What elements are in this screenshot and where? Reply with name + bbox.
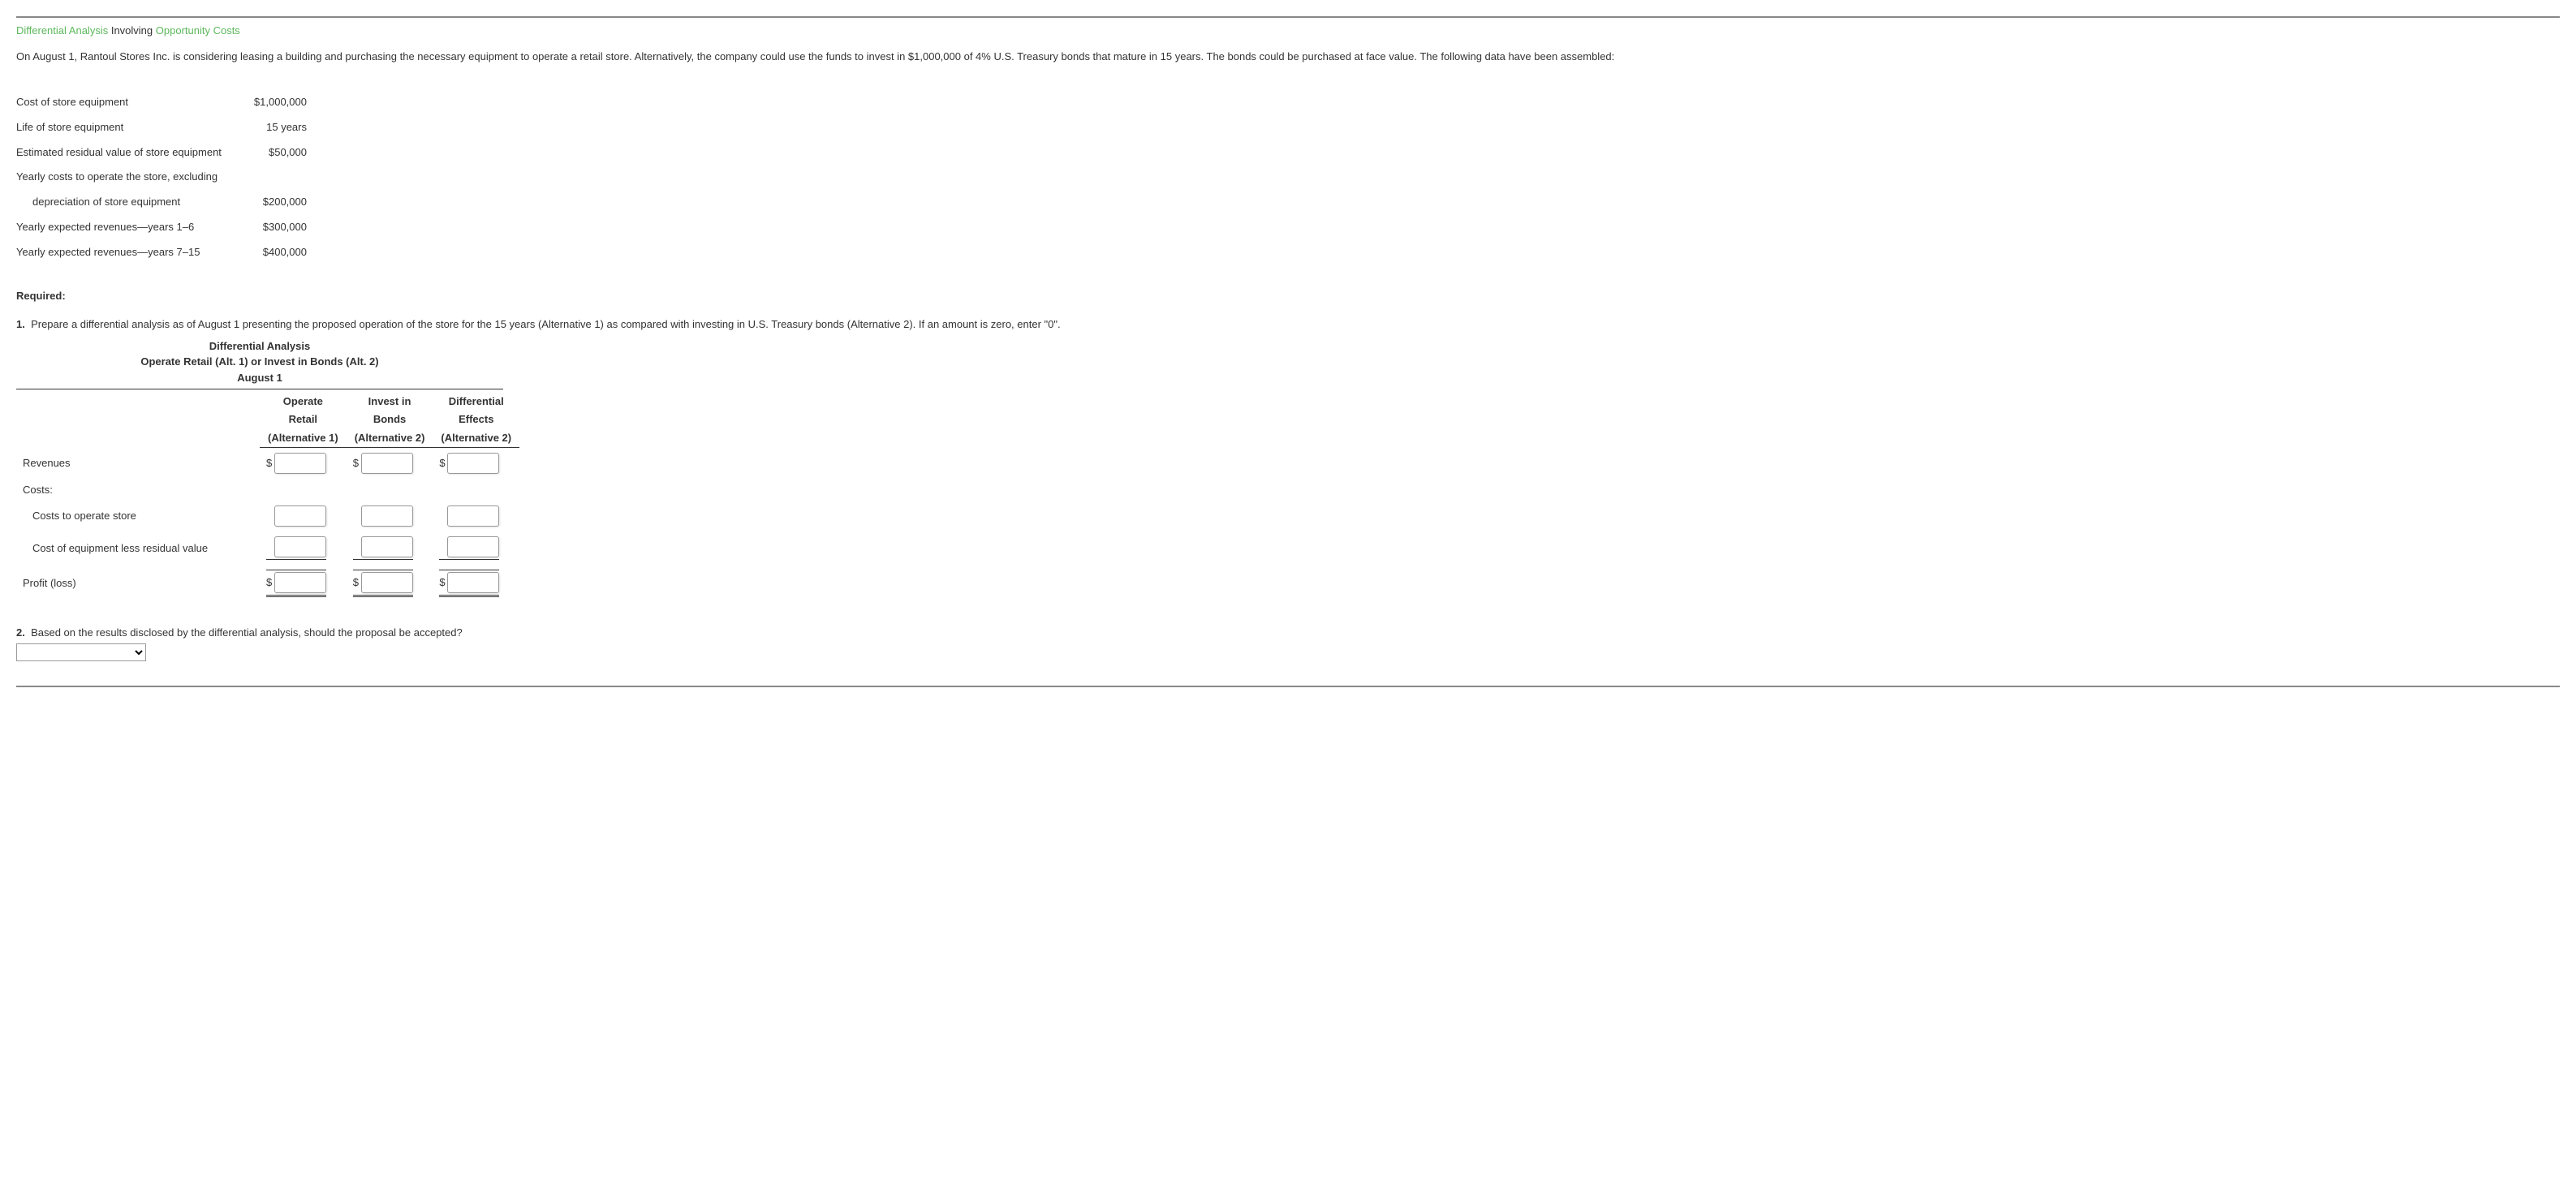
- data-label: depreciation of store equipment: [16, 190, 230, 215]
- revenues-alt1-input[interactable]: [274, 453, 326, 474]
- dollar-sign: $: [439, 457, 447, 469]
- question-1: 1. Prepare a differential analysis as of…: [16, 318, 2560, 330]
- costs-header-row: Costs:: [16, 479, 519, 501]
- given-data-table: Cost of store equipment$1,000,000 Life o…: [16, 90, 315, 265]
- content-area: Differential Analysis Involving Opportun…: [16, 16, 2560, 661]
- cost-equip-diff-input[interactable]: [447, 536, 499, 557]
- q2-answer-select[interactable]: [16, 643, 146, 661]
- title-line3: August 1: [237, 372, 282, 384]
- row-label: Costs:: [16, 479, 260, 501]
- intro-paragraph: On August 1, Rantoul Stores Inc. is cons…: [16, 48, 2560, 66]
- analysis-section: Differential Analysis Operate Retail (Al…: [16, 338, 2560, 602]
- col3-head-a: Differential: [433, 393, 519, 411]
- cost-operate-alt1-input[interactable]: [274, 505, 326, 527]
- col1-head-c: (Alternative 1): [260, 429, 347, 448]
- table-row: Yearly expected revenues—years 1–6$300,0…: [16, 215, 315, 240]
- col3-head-b: Effects: [433, 411, 519, 428]
- col2-head-c: (Alternative 2): [347, 429, 433, 448]
- q2-number: 2.: [16, 626, 25, 639]
- data-label: Yearly expected revenues—years 1–6: [16, 215, 230, 240]
- q1-number: 1.: [16, 318, 25, 330]
- data-label: Cost of store equipment: [16, 90, 230, 115]
- data-label: Yearly costs to operate the store, exclu…: [16, 165, 230, 190]
- heading-part2: Involving: [108, 24, 156, 37]
- dollar-sign: $: [266, 576, 274, 588]
- row-label: Revenues: [16, 447, 260, 479]
- cost-equip-alt1-input[interactable]: [274, 536, 326, 557]
- title-line2: Operate Retail (Alt. 1) or Invest in Bon…: [140, 355, 378, 368]
- question-2: 2. Based on the results disclosed by the…: [16, 626, 2560, 661]
- profit-alt1-input[interactable]: [274, 572, 326, 593]
- row-label: Costs to operate store: [16, 501, 260, 531]
- page-heading: Differential Analysis Involving Opportun…: [16, 24, 2560, 37]
- differential-analysis-table: Operate Invest in Differential Retail Bo…: [16, 393, 519, 602]
- q1-text: Prepare a differential analysis as of Au…: [31, 318, 1061, 330]
- table-row: Yearly costs to operate the store, exclu…: [16, 165, 315, 190]
- dollar-sign: $: [353, 457, 361, 469]
- data-value: 15 years: [230, 115, 315, 140]
- profit-diff-input[interactable]: [447, 572, 499, 593]
- data-value: $200,000: [230, 190, 315, 215]
- data-label: Estimated residual value of store equipm…: [16, 140, 230, 166]
- cost-equip-alt2-input[interactable]: [361, 536, 413, 557]
- table-row: depreciation of store equipment$200,000: [16, 190, 315, 215]
- revenues-row: Revenues $ $ $: [16, 447, 519, 479]
- data-label: Yearly expected revenues—years 7–15: [16, 240, 230, 265]
- dollar-sign: $: [439, 576, 447, 588]
- heading-part3: Opportunity Costs: [156, 24, 240, 37]
- revenues-diff-input[interactable]: [447, 453, 499, 474]
- table-row: Yearly expected revenues—years 7–15$400,…: [16, 240, 315, 265]
- dollar-sign: $: [353, 576, 361, 588]
- col2-head-b: Bonds: [347, 411, 433, 428]
- table-row: Estimated residual value of store equipm…: [16, 140, 315, 166]
- analysis-title: Differential Analysis Operate Retail (Al…: [16, 338, 503, 390]
- q2-text: Based on the results disclosed by the di…: [31, 626, 463, 639]
- title-line1: Differential Analysis: [209, 340, 311, 352]
- profit-alt2-input[interactable]: [361, 572, 413, 593]
- costs-operate-row: Costs to operate store: [16, 501, 519, 531]
- revenues-alt2-input[interactable]: [361, 453, 413, 474]
- required-label: Required:: [16, 290, 2560, 302]
- row-label: Cost of equipment less residual value: [16, 531, 260, 565]
- data-label: Life of store equipment: [16, 115, 230, 140]
- data-value: $1,000,000: [230, 90, 315, 115]
- dollar-sign: $: [266, 457, 274, 469]
- table-row: Life of store equipment15 years: [16, 115, 315, 140]
- col1-head-b: Retail: [260, 411, 347, 428]
- row-label: Profit (loss): [16, 565, 260, 602]
- table-row: Cost of store equipment$1,000,000: [16, 90, 315, 115]
- data-value: $300,000: [230, 215, 315, 240]
- heading-part1: Differential Analysis: [16, 24, 108, 37]
- cost-equip-row: Cost of equipment less residual value: [16, 531, 519, 565]
- bottom-divider: [16, 686, 2560, 687]
- data-value: $50,000: [230, 140, 315, 166]
- data-value: [230, 165, 315, 190]
- data-value: $400,000: [230, 240, 315, 265]
- cost-operate-alt2-input[interactable]: [361, 505, 413, 527]
- col2-head-a: Invest in: [347, 393, 433, 411]
- col1-head-a: Operate: [260, 393, 347, 411]
- cost-operate-diff-input[interactable]: [447, 505, 499, 527]
- profit-row: Profit (loss) $ $ $: [16, 565, 519, 602]
- col3-head-c: (Alternative 2): [433, 429, 519, 448]
